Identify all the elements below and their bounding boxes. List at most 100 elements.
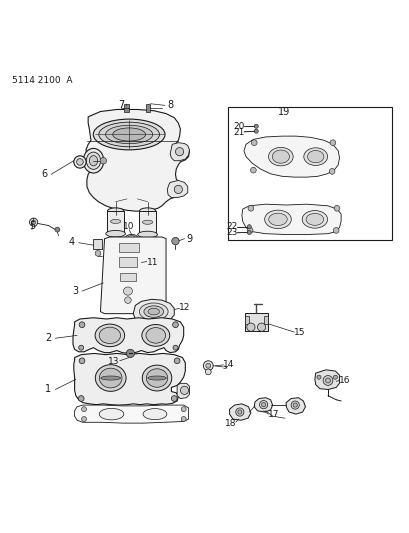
Polygon shape xyxy=(167,180,187,198)
Circle shape xyxy=(325,378,330,383)
Circle shape xyxy=(31,220,36,224)
Bar xyxy=(263,316,267,324)
Ellipse shape xyxy=(307,150,323,163)
Ellipse shape xyxy=(301,211,327,228)
Circle shape xyxy=(78,395,84,401)
Circle shape xyxy=(172,322,178,328)
Text: 10: 10 xyxy=(123,222,135,231)
Circle shape xyxy=(328,168,334,174)
Circle shape xyxy=(247,228,252,233)
Circle shape xyxy=(247,225,251,229)
Ellipse shape xyxy=(89,156,97,166)
Circle shape xyxy=(250,167,256,173)
Polygon shape xyxy=(254,398,272,412)
Circle shape xyxy=(237,410,241,414)
Ellipse shape xyxy=(142,325,169,346)
Ellipse shape xyxy=(272,150,289,163)
Polygon shape xyxy=(73,318,183,353)
Polygon shape xyxy=(74,405,188,423)
Ellipse shape xyxy=(99,327,120,344)
Ellipse shape xyxy=(147,376,166,380)
Bar xyxy=(227,107,391,240)
Circle shape xyxy=(95,251,101,256)
Circle shape xyxy=(124,297,131,303)
Ellipse shape xyxy=(99,368,122,388)
Ellipse shape xyxy=(128,236,135,238)
Ellipse shape xyxy=(99,408,124,420)
Circle shape xyxy=(259,401,267,409)
Text: 17: 17 xyxy=(267,410,279,419)
Circle shape xyxy=(254,129,258,133)
Circle shape xyxy=(251,140,256,146)
Text: 5114 2100  A: 5114 2100 A xyxy=(12,76,73,85)
Circle shape xyxy=(247,205,253,211)
Text: 7: 7 xyxy=(117,100,124,110)
Bar xyxy=(107,211,124,233)
Circle shape xyxy=(329,140,335,146)
Ellipse shape xyxy=(99,122,159,147)
Circle shape xyxy=(257,323,265,332)
Circle shape xyxy=(100,157,106,164)
Circle shape xyxy=(247,230,251,235)
Ellipse shape xyxy=(95,365,126,391)
Bar xyxy=(119,273,136,281)
Text: 22: 22 xyxy=(225,222,237,231)
Text: 11: 11 xyxy=(146,258,158,267)
Ellipse shape xyxy=(101,376,120,380)
Circle shape xyxy=(174,185,182,193)
Text: 5: 5 xyxy=(29,221,35,231)
Text: 3: 3 xyxy=(73,286,79,296)
Bar xyxy=(245,313,267,332)
Circle shape xyxy=(290,401,299,409)
Circle shape xyxy=(76,159,83,165)
Polygon shape xyxy=(229,404,250,420)
Polygon shape xyxy=(177,383,189,399)
Ellipse shape xyxy=(112,128,145,141)
Text: 13: 13 xyxy=(108,357,119,366)
Text: 18: 18 xyxy=(224,418,236,427)
Polygon shape xyxy=(100,237,166,313)
Ellipse shape xyxy=(106,230,125,237)
Ellipse shape xyxy=(303,148,327,165)
Circle shape xyxy=(174,358,180,364)
Bar xyxy=(145,104,150,111)
Polygon shape xyxy=(314,370,339,390)
Circle shape xyxy=(203,361,213,370)
Circle shape xyxy=(180,386,188,394)
Text: 21: 21 xyxy=(232,127,244,136)
Bar xyxy=(245,316,249,324)
Text: 14: 14 xyxy=(222,360,234,369)
Text: 9: 9 xyxy=(186,233,192,244)
Text: 2: 2 xyxy=(45,333,52,343)
Circle shape xyxy=(173,345,178,350)
Ellipse shape xyxy=(126,235,137,239)
Circle shape xyxy=(81,407,86,411)
Text: 20: 20 xyxy=(232,122,244,131)
Ellipse shape xyxy=(139,303,168,320)
Circle shape xyxy=(322,376,332,385)
Ellipse shape xyxy=(143,409,166,419)
Polygon shape xyxy=(241,204,340,235)
Bar xyxy=(93,239,102,249)
Ellipse shape xyxy=(93,119,164,150)
Circle shape xyxy=(171,237,179,245)
Ellipse shape xyxy=(264,210,290,229)
Bar xyxy=(119,243,138,252)
Ellipse shape xyxy=(142,220,152,224)
Bar xyxy=(124,104,128,111)
Ellipse shape xyxy=(107,208,124,214)
Ellipse shape xyxy=(123,287,132,295)
Polygon shape xyxy=(133,300,174,325)
Circle shape xyxy=(261,402,265,407)
Text: 23: 23 xyxy=(225,228,237,237)
Circle shape xyxy=(246,323,254,332)
Ellipse shape xyxy=(144,306,163,317)
Ellipse shape xyxy=(110,220,120,223)
Ellipse shape xyxy=(95,324,124,346)
Text: 1: 1 xyxy=(45,384,51,394)
Circle shape xyxy=(205,369,211,375)
Ellipse shape xyxy=(139,208,155,214)
Ellipse shape xyxy=(148,308,159,315)
Ellipse shape xyxy=(86,152,101,169)
Circle shape xyxy=(333,375,337,379)
